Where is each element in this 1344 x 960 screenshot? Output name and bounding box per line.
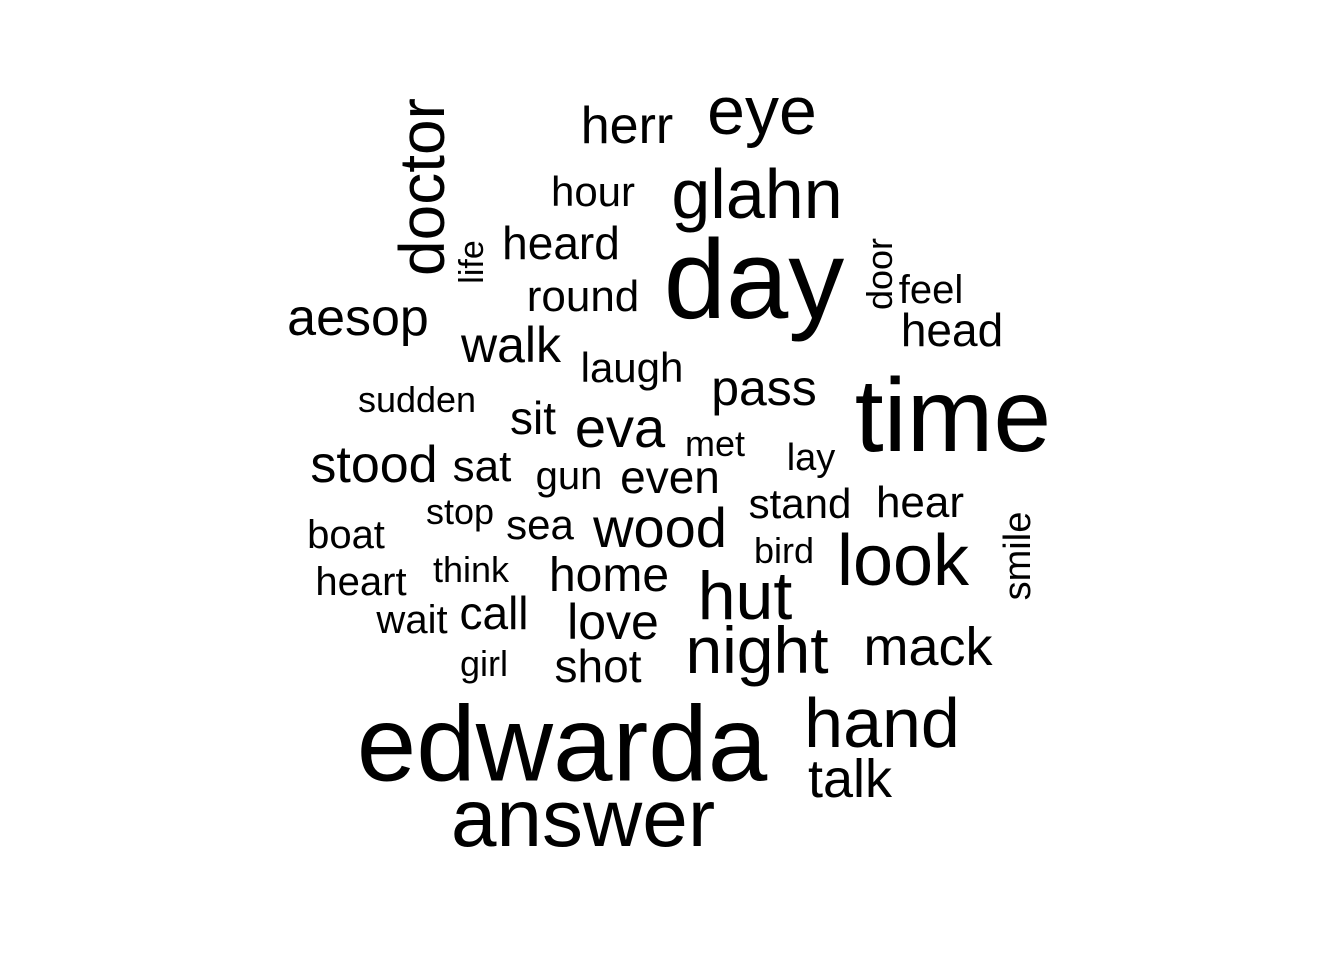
word-call: call xyxy=(459,587,529,639)
word-glahn: glahn xyxy=(671,155,843,233)
word-door: door xyxy=(859,237,900,311)
word-home: home xyxy=(548,549,670,602)
word-hear: hear xyxy=(875,478,965,527)
word-round: round xyxy=(526,272,640,321)
word-shot: shot xyxy=(554,640,642,692)
word-eye: eye xyxy=(707,73,817,149)
word-doctor: doctor xyxy=(386,98,458,276)
word-even: even xyxy=(620,451,720,503)
word-sit: sit xyxy=(510,392,556,444)
word-bird: bird xyxy=(753,530,815,571)
word-eva: eva xyxy=(574,396,666,459)
word-hand: hand xyxy=(804,684,960,762)
word-wood: wood xyxy=(593,496,727,559)
word-mack: mack xyxy=(863,617,993,677)
word-wait: wait xyxy=(376,598,448,642)
word-think: think xyxy=(432,549,510,590)
word-love: love xyxy=(567,594,659,650)
word-laugh: laugh xyxy=(580,344,684,391)
word-smile: smile xyxy=(997,511,1039,601)
word-stood: stood xyxy=(310,436,438,494)
word-lay: lay xyxy=(786,437,836,479)
word-sea: sea xyxy=(506,501,574,548)
word-walk: walk xyxy=(460,317,562,373)
word-heard: heard xyxy=(502,217,620,269)
word-head: head xyxy=(900,304,1004,356)
word-stand: stand xyxy=(748,480,852,527)
word-feel: feel xyxy=(898,268,964,312)
word-day: day xyxy=(663,217,845,342)
word-stop: stop xyxy=(425,491,495,532)
word-time: time xyxy=(854,358,1052,474)
word-edwarda: edwarda xyxy=(356,683,768,804)
word-hut: hut xyxy=(697,558,793,634)
word-met: met xyxy=(684,423,746,464)
word-boat: boat xyxy=(307,513,385,557)
word-night: night xyxy=(685,613,829,687)
word-sudden: sudden xyxy=(357,379,477,420)
word-answer: answer xyxy=(450,773,716,864)
word-sat: sat xyxy=(452,442,512,491)
word-look: look xyxy=(836,521,970,601)
word-talk: talk xyxy=(807,749,893,809)
word-hour: hour xyxy=(550,168,636,215)
word-pass: pass xyxy=(711,360,817,416)
word-aesop: aesop xyxy=(287,289,429,347)
word-girl: girl xyxy=(459,643,509,684)
word-gun: gun xyxy=(535,454,603,498)
word-heart: heart xyxy=(315,560,407,604)
word-life: life xyxy=(453,240,491,284)
word-herr: herr xyxy=(580,97,674,155)
